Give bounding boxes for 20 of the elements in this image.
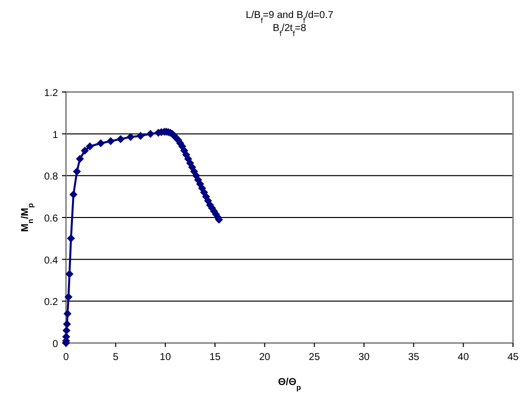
x-tick-label: 5 <box>112 352 119 363</box>
x-tick-label: 35 <box>408 352 420 363</box>
chart-title: L/B$_{f}$=9 and B$_{f}$/d=0.7 <box>246 10 334 24</box>
x-axis-title: Θ/Θ$_{p}$ <box>278 377 302 392</box>
y-tick-label: 0.8 <box>44 172 58 183</box>
y-tick-label: 1 <box>52 130 58 141</box>
y-tick-label: 0.2 <box>44 297 58 308</box>
x-tick-label: 15 <box>209 352 221 363</box>
x-tick-label: 0 <box>63 352 70 363</box>
x-tick-label: 45 <box>507 352 519 363</box>
chart-subtitle: B$_{f}$/2t$_{f}$=8 <box>272 23 307 38</box>
x-tick-label: 25 <box>308 352 320 363</box>
x-tick-label: 10 <box>160 352 172 363</box>
x-tick-label: 20 <box>259 352 271 363</box>
y-tick-label: 0.4 <box>44 255 58 266</box>
y-tick-label: 1.2 <box>44 88 58 99</box>
y-tick-label: 0.6 <box>44 214 58 224</box>
y-tick-label: 0 <box>52 339 58 350</box>
x-tick-label: 40 <box>458 352 470 363</box>
x-tick-label: 30 <box>358 352 370 363</box>
